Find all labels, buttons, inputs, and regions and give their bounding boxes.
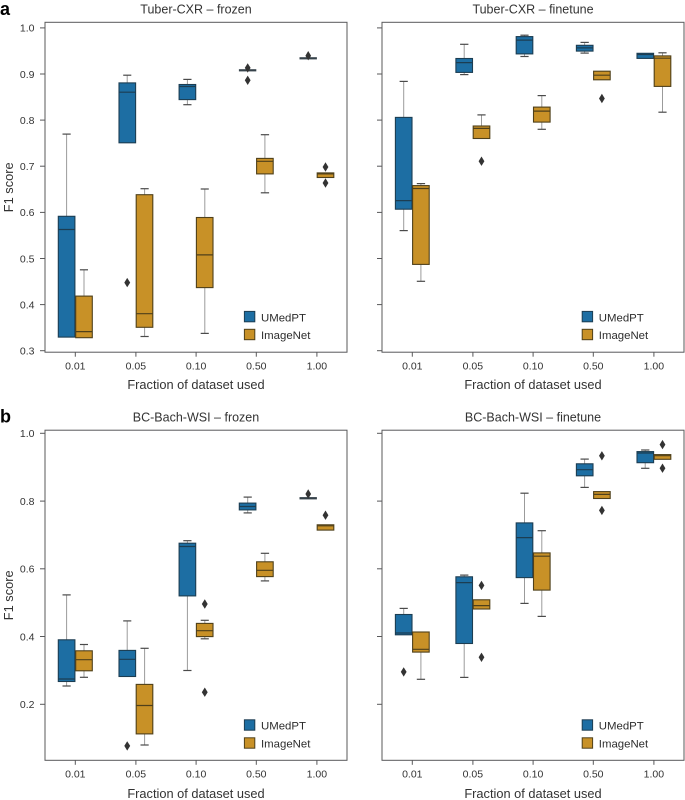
svg-text:ImageNet: ImageNet	[261, 330, 311, 342]
svg-text:UMedPT: UMedPT	[599, 312, 644, 324]
svg-text:0.05: 0.05	[126, 360, 147, 372]
svg-text:1.00: 1.00	[307, 360, 328, 372]
svg-text:0.7: 0.7	[20, 161, 35, 173]
svg-text:0.9: 0.9	[20, 69, 35, 81]
svg-text:0.50: 0.50	[246, 769, 267, 781]
svg-text:Fraction of dataset used: Fraction of dataset used	[464, 377, 601, 392]
svg-text:0.10: 0.10	[523, 360, 544, 372]
svg-text:BC-Bach-WSI – frozen: BC-Bach-WSI – frozen	[133, 410, 259, 424]
svg-text:0.5: 0.5	[20, 253, 35, 265]
svg-text:0.50: 0.50	[583, 360, 604, 372]
svg-text:0.4: 0.4	[20, 299, 35, 311]
svg-text:0.05: 0.05	[463, 769, 484, 781]
svg-text:1.0: 1.0	[20, 23, 35, 35]
svg-text:Fraction of dataset used: Fraction of dataset used	[127, 377, 264, 392]
svg-text:1.00: 1.00	[644, 360, 665, 372]
svg-text:0.50: 0.50	[246, 360, 267, 372]
svg-text:0.01: 0.01	[65, 360, 86, 372]
svg-text:a: a	[0, 0, 11, 19]
svg-text:Tuber-CXR – finetune: Tuber-CXR – finetune	[472, 2, 593, 16]
svg-text:0.4: 0.4	[20, 631, 35, 643]
svg-text:UMedPT: UMedPT	[261, 721, 306, 733]
svg-text:0.8: 0.8	[20, 115, 35, 127]
svg-text:F1 score: F1 score	[1, 162, 16, 212]
svg-text:1.0: 1.0	[20, 428, 35, 440]
svg-text:0.2: 0.2	[20, 699, 35, 711]
svg-text:0.05: 0.05	[463, 360, 484, 372]
svg-text:1.00: 1.00	[644, 769, 665, 781]
svg-text:Fraction of dataset used: Fraction of dataset used	[127, 786, 264, 800]
svg-text:UMedPT: UMedPT	[261, 312, 306, 324]
svg-text:Tuber-CXR – frozen: Tuber-CXR – frozen	[140, 2, 251, 16]
svg-text:0.3: 0.3	[20, 346, 35, 358]
svg-text:ImageNet: ImageNet	[261, 739, 311, 751]
svg-text:0.50: 0.50	[583, 769, 604, 781]
svg-text:0.8: 0.8	[20, 496, 35, 508]
svg-text:BC-Bach-WSI – finetune: BC-Bach-WSI – finetune	[465, 410, 601, 424]
svg-text:0.10: 0.10	[186, 769, 207, 781]
svg-text:0.01: 0.01	[65, 769, 86, 781]
svg-text:1.00: 1.00	[307, 769, 328, 781]
svg-text:0.10: 0.10	[186, 360, 207, 372]
svg-text:0.6: 0.6	[20, 564, 35, 576]
svg-text:Fraction of dataset used: Fraction of dataset used	[464, 786, 601, 800]
svg-text:0.10: 0.10	[523, 769, 544, 781]
svg-text:b: b	[0, 407, 11, 427]
svg-text:0.01: 0.01	[402, 769, 423, 781]
svg-text:F1 score: F1 score	[1, 570, 16, 620]
svg-text:0.6: 0.6	[20, 207, 35, 219]
svg-text:UMedPT: UMedPT	[599, 721, 644, 733]
svg-text:ImageNet: ImageNet	[599, 330, 649, 342]
svg-text:0.01: 0.01	[402, 360, 423, 372]
svg-text:0.05: 0.05	[126, 769, 147, 781]
svg-text:ImageNet: ImageNet	[599, 739, 649, 751]
